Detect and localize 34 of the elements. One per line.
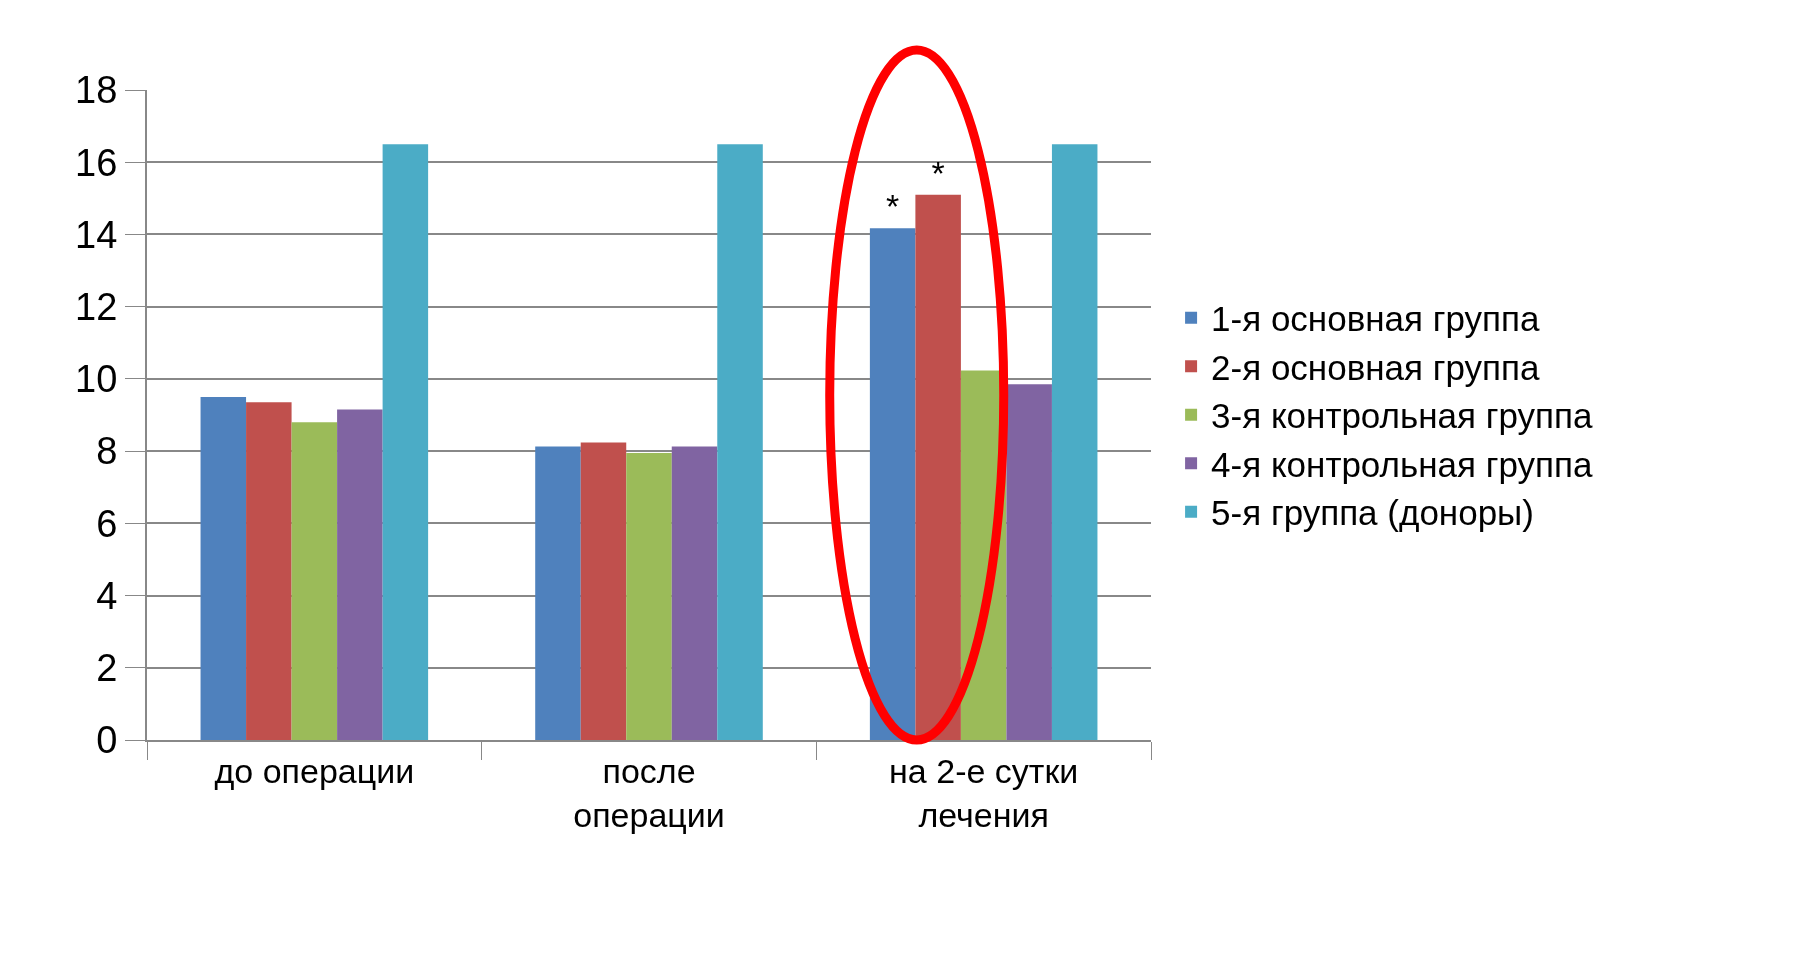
y-tick-label: 14 — [75, 213, 118, 256]
y-tick-label: 6 — [96, 502, 118, 545]
y-tick-label: 0 — [96, 719, 118, 762]
bar — [1051, 144, 1098, 740]
bar — [535, 446, 581, 740]
data-label: * — [931, 153, 945, 192]
bar — [200, 396, 247, 740]
legend-label: 3-я контрольная группа — [1211, 396, 1593, 436]
bar — [1006, 384, 1052, 740]
x-tick-label: до операции — [214, 751, 415, 790]
y-tick-label: 4 — [96, 574, 118, 617]
bar — [382, 144, 429, 740]
bar — [291, 422, 338, 740]
legend-label: 1-я основная группа — [1211, 299, 1540, 339]
y-tick-label: 16 — [75, 141, 118, 184]
y-tick-label: 2 — [96, 647, 118, 690]
bar — [671, 446, 718, 740]
bar — [580, 442, 627, 740]
legend-label: 5-я группа (доноры) — [1211, 493, 1534, 533]
bar — [626, 452, 672, 740]
bar — [337, 409, 383, 740]
y-tick-label: 10 — [75, 358, 118, 401]
x-tick-label: после операции — [573, 751, 725, 834]
y-tick-label: 18 — [75, 69, 118, 112]
bar — [246, 402, 292, 740]
data-label: * — [886, 187, 900, 226]
bar — [717, 144, 763, 740]
bar — [915, 194, 961, 740]
legend-label: 4-я контрольная группа — [1211, 444, 1593, 484]
x-tick-label: на 2-е сутки лечения — [889, 751, 1079, 834]
y-tick-label: 12 — [75, 285, 118, 328]
y-tick-label: 8 — [96, 430, 118, 473]
bar — [869, 228, 916, 740]
legend-label: 2-я основная группа — [1211, 347, 1540, 387]
